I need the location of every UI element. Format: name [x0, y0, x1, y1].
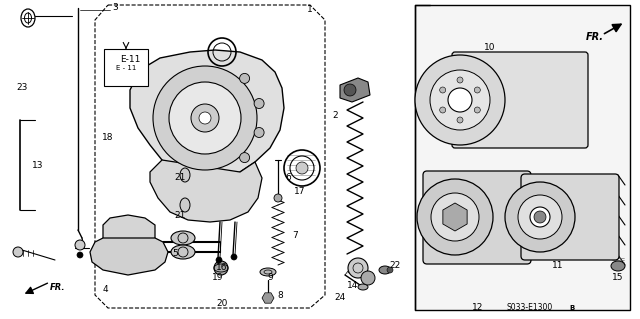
- Circle shape: [13, 247, 23, 257]
- Circle shape: [361, 271, 375, 285]
- Circle shape: [430, 70, 490, 130]
- Polygon shape: [415, 5, 630, 310]
- Polygon shape: [150, 160, 262, 222]
- Circle shape: [505, 182, 575, 252]
- Circle shape: [214, 261, 228, 275]
- Circle shape: [387, 267, 393, 273]
- Circle shape: [254, 128, 264, 137]
- Polygon shape: [340, 78, 370, 102]
- Ellipse shape: [263, 295, 273, 301]
- Text: 15: 15: [612, 273, 624, 283]
- Circle shape: [296, 162, 308, 174]
- Circle shape: [254, 99, 264, 108]
- Ellipse shape: [260, 268, 276, 276]
- Circle shape: [431, 193, 479, 241]
- Text: E-11: E-11: [120, 56, 140, 64]
- Text: 21: 21: [174, 211, 186, 219]
- Circle shape: [440, 107, 445, 113]
- Text: 6: 6: [285, 174, 291, 182]
- FancyBboxPatch shape: [452, 52, 588, 148]
- Circle shape: [199, 112, 211, 124]
- Text: 5: 5: [172, 249, 178, 257]
- Text: 17: 17: [294, 188, 306, 197]
- Text: E - 11: E - 11: [116, 65, 136, 71]
- Circle shape: [169, 82, 241, 154]
- Text: 1: 1: [307, 5, 313, 14]
- Text: 18: 18: [102, 133, 114, 143]
- Circle shape: [417, 179, 493, 255]
- Text: 7: 7: [292, 231, 298, 240]
- Polygon shape: [103, 215, 155, 248]
- Text: FR.: FR.: [586, 32, 604, 42]
- Text: 3: 3: [112, 4, 118, 12]
- Circle shape: [440, 87, 445, 93]
- Circle shape: [274, 194, 282, 202]
- Polygon shape: [130, 50, 284, 180]
- Circle shape: [191, 104, 219, 132]
- Circle shape: [518, 195, 562, 239]
- Circle shape: [457, 117, 463, 123]
- Circle shape: [239, 73, 250, 83]
- Circle shape: [216, 257, 222, 263]
- Text: 22: 22: [389, 261, 401, 270]
- Circle shape: [231, 254, 237, 260]
- FancyBboxPatch shape: [104, 49, 148, 86]
- Circle shape: [77, 252, 83, 258]
- Ellipse shape: [379, 266, 391, 274]
- Ellipse shape: [611, 261, 625, 271]
- FancyBboxPatch shape: [521, 174, 619, 260]
- Circle shape: [445, 207, 465, 227]
- Circle shape: [534, 211, 546, 223]
- Polygon shape: [90, 238, 168, 275]
- Text: 8: 8: [277, 291, 283, 300]
- Ellipse shape: [180, 198, 190, 212]
- Circle shape: [415, 55, 505, 145]
- Text: 13: 13: [32, 160, 44, 169]
- Text: B: B: [570, 305, 575, 311]
- Ellipse shape: [171, 231, 195, 245]
- Circle shape: [239, 152, 250, 163]
- Text: S033-E1300: S033-E1300: [507, 303, 553, 313]
- Text: 14: 14: [348, 280, 358, 290]
- Ellipse shape: [180, 168, 190, 182]
- Ellipse shape: [171, 245, 195, 259]
- Circle shape: [448, 88, 472, 112]
- Text: 23: 23: [16, 84, 28, 93]
- Ellipse shape: [358, 284, 368, 290]
- Circle shape: [348, 258, 368, 278]
- Text: 12: 12: [472, 303, 484, 313]
- Text: 9: 9: [267, 273, 273, 283]
- Circle shape: [344, 84, 356, 96]
- Text: 2: 2: [332, 110, 338, 120]
- Circle shape: [530, 207, 550, 227]
- Text: 10: 10: [484, 43, 496, 53]
- FancyBboxPatch shape: [423, 171, 531, 264]
- Text: 16: 16: [216, 263, 228, 272]
- Circle shape: [153, 66, 257, 170]
- Text: 19: 19: [212, 273, 224, 283]
- Circle shape: [457, 77, 463, 83]
- Text: 24: 24: [334, 293, 346, 302]
- Text: 11: 11: [552, 261, 564, 270]
- Polygon shape: [443, 203, 467, 231]
- Circle shape: [75, 240, 85, 250]
- Text: FR.: FR.: [51, 284, 66, 293]
- Circle shape: [474, 107, 481, 113]
- Text: 4: 4: [102, 286, 108, 294]
- Circle shape: [474, 87, 481, 93]
- Text: 20: 20: [216, 299, 228, 308]
- Text: 21: 21: [174, 174, 186, 182]
